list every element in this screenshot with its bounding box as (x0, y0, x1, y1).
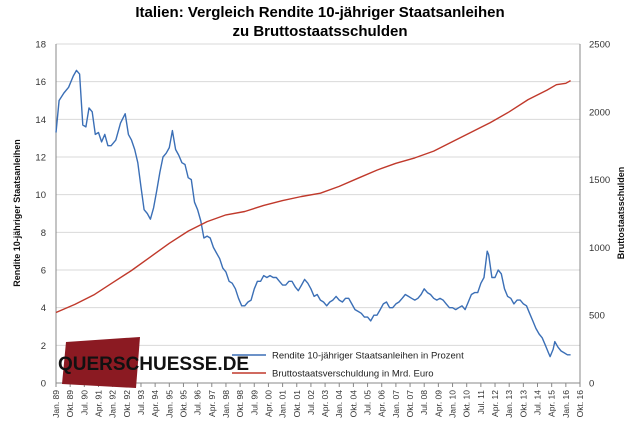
x-tick-label: Jan. 07 (391, 390, 401, 418)
y-right-tick-label: 2500 (589, 40, 610, 51)
x-tick-label: Apr. 94 (150, 390, 160, 417)
grid-layer (56, 43, 580, 346)
legend-label: Rendite 10-jähriger Staatsanleihen in Pr… (272, 351, 464, 362)
x-tick-label: Okt. 13 (518, 390, 528, 418)
x-tick-label: Jul. 99 (249, 390, 259, 415)
y-left-tick-label: 6 (41, 266, 46, 277)
x-tick-label: Jul. 05 (363, 390, 373, 415)
legend: Rendite 10-jähriger Staatsanleihen in Pr… (232, 351, 464, 380)
series-line-rendite (55, 69, 571, 358)
x-tick-label: Jan. 16 (561, 390, 571, 418)
x-tick-label: Okt. 98 (235, 390, 245, 418)
logo-text: QUERSCHUESSE.DE (58, 354, 250, 375)
x-tick-label: Apr. 00 (263, 390, 273, 417)
y-right-tick-label: 500 (589, 311, 605, 322)
x-tick-label: Apr. 91 (93, 390, 103, 417)
logo (62, 337, 140, 388)
x-tick-label: Jan. 04 (334, 390, 344, 418)
x-tick-label: Jul. 08 (419, 390, 429, 415)
legend-label: Bruttostaatsverschuldung in Mrd. Euro (272, 369, 434, 380)
axis-title-layer: Rendite 10-jähriger Staatsanleihen Brutto… (12, 139, 626, 287)
x-tick-label: Jan. 98 (221, 390, 231, 418)
x-tick-label: Jan. 13 (504, 390, 514, 418)
x-tick-label: Jan. 10 (448, 390, 458, 418)
y-left-tick-label: 12 (35, 153, 46, 164)
x-tick-label: Okt. 07 (405, 390, 415, 418)
x-tick-label: Okt. 89 (65, 390, 75, 418)
logo-red-shape (62, 337, 140, 388)
x-tick-label: Jul. 02 (306, 390, 316, 415)
x-tick-label: Jul. 14 (533, 390, 543, 415)
series-layer (55, 69, 571, 358)
y-left-tick-label: 2 (41, 341, 46, 352)
x-tick-label: Jul. 96 (193, 390, 203, 415)
series-line-schulden (55, 79, 571, 314)
x-tick-label: Okt. 01 (292, 390, 302, 418)
chart-title-line-1: Italien: Vergleich Rendite 10-jähriger S… (135, 4, 505, 21)
x-tick-label: Apr. 15 (547, 390, 557, 417)
y-left-tick-label: 4 (41, 303, 46, 314)
x-tick-label: Jul. 93 (136, 390, 146, 415)
x-tick-label: Jan. 95 (164, 390, 174, 418)
y-right-tick-label: 1000 (589, 243, 610, 254)
x-tick-label: Jan. 89 (51, 390, 61, 418)
x-tick-label: Jul. 11 (476, 390, 486, 415)
chart-title-line-2: zu Bruttostaatsschulden (232, 23, 408, 40)
y-left-tick-label: 14 (35, 115, 46, 126)
x-tick-label: Apr. 12 (490, 390, 500, 417)
y-left-tick-label: 18 (35, 40, 46, 51)
y-left-tick-label: 10 (35, 190, 46, 201)
x-tick-label: Apr. 09 (433, 390, 443, 417)
x-tick-label: Jan. 01 (278, 390, 288, 418)
x-tick-label: Okt. 95 (178, 390, 188, 418)
y-right-tick-label: 1500 (589, 175, 610, 186)
x-tick-label: Apr. 97 (207, 390, 217, 417)
y-right-axis-title: Bruttostaatsschulden (616, 167, 626, 260)
y-left-axis-title: Rendite 10-jähriger Staatsanleihen (12, 139, 22, 287)
y-left-tick-label: 0 (41, 379, 46, 390)
y-left-tick-label: 16 (35, 77, 46, 88)
y-right-tick-label: 2000 (589, 107, 610, 118)
x-tick-label: Jul. 90 (79, 390, 89, 415)
x-tick-label: Okt. 04 (348, 390, 358, 418)
x-tick-label: Apr. 06 (377, 390, 387, 417)
x-tick-label: Okt. 16 (575, 390, 585, 418)
y-right-tick-label: 0 (589, 379, 594, 390)
x-tick-label: Okt. 92 (122, 390, 132, 418)
x-tick-label: Jan. 92 (108, 390, 118, 418)
axes-layer: 0 2 4 6 8 10 12 14 16 18 0 500 1000 1500 2000 2500 Jan. … (35, 40, 610, 418)
x-tick-label: Okt. 10 (462, 390, 472, 418)
y-left-tick-label: 8 (41, 228, 46, 239)
x-tick-label: Apr. 03 (320, 390, 330, 417)
